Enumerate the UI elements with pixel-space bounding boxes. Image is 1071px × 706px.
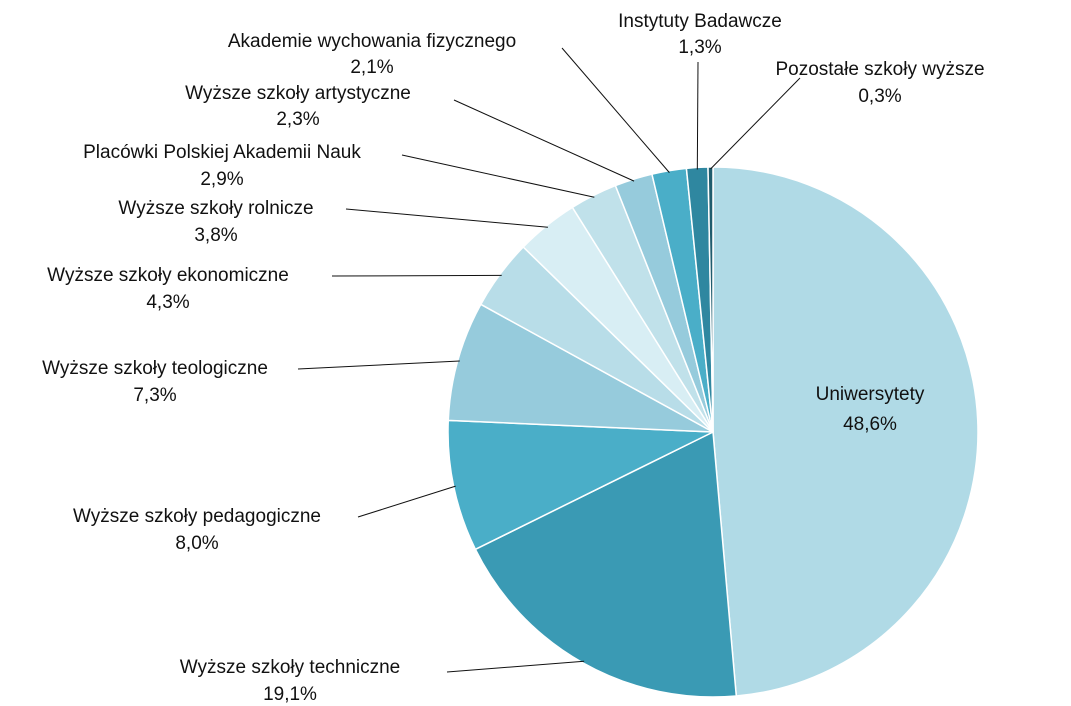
- slice-label: Akademie wychowania fizycznego: [228, 31, 516, 52]
- slice-value-label: 0,3%: [858, 86, 901, 107]
- slice-label: Wyższe szkoły artystyczne: [185, 83, 411, 104]
- leader-line: [297, 360, 460, 370]
- slice-label: Wyższe szkoły teologiczne: [42, 358, 268, 379]
- slice-label: Pozostałe szkoły wyższe: [775, 59, 984, 80]
- slice-label: Wyższe szkoły techniczne: [180, 657, 401, 678]
- slice-label: Placówki Polskiej Akademii Nauk: [83, 142, 361, 163]
- leader-line: [453, 99, 635, 182]
- slice-label: Uniwersytety: [816, 384, 925, 405]
- slice-value-label: 48,6%: [843, 414, 897, 435]
- slice-value-label: 19,1%: [263, 684, 317, 705]
- leader-line: [446, 660, 585, 673]
- slice-value-label: 8,0%: [175, 533, 218, 554]
- slice-value-label: 2,1%: [350, 57, 393, 78]
- slice-value-label: 2,3%: [276, 109, 319, 130]
- slice-label: Wyższe szkoły pedagogiczne: [73, 506, 321, 527]
- leader-line: [696, 61, 699, 170]
- slice-label: Wyższe szkoły ekonomiczne: [47, 265, 289, 286]
- pie-slice: [474, 430, 738, 698]
- slice-value-label: 1,3%: [678, 37, 721, 58]
- leader-line: [331, 274, 502, 277]
- pie-slice: [712, 166, 979, 697]
- slice-value-label: 3,8%: [194, 225, 237, 246]
- slice-value-label: 7,3%: [133, 385, 176, 406]
- leader-line: [710, 77, 801, 170]
- leader-line: [401, 154, 595, 198]
- slice-value-label: 2,9%: [200, 169, 243, 190]
- leader-line: [345, 208, 548, 228]
- leader-line: [357, 485, 456, 518]
- leader-line: [561, 47, 670, 173]
- pie-slice: [447, 303, 714, 433]
- slice-value-label: 4,3%: [146, 292, 189, 313]
- slice-label: Wyższe szkoły rolnicze: [118, 198, 313, 219]
- slice-label: Instytuty Badawcze: [618, 11, 782, 32]
